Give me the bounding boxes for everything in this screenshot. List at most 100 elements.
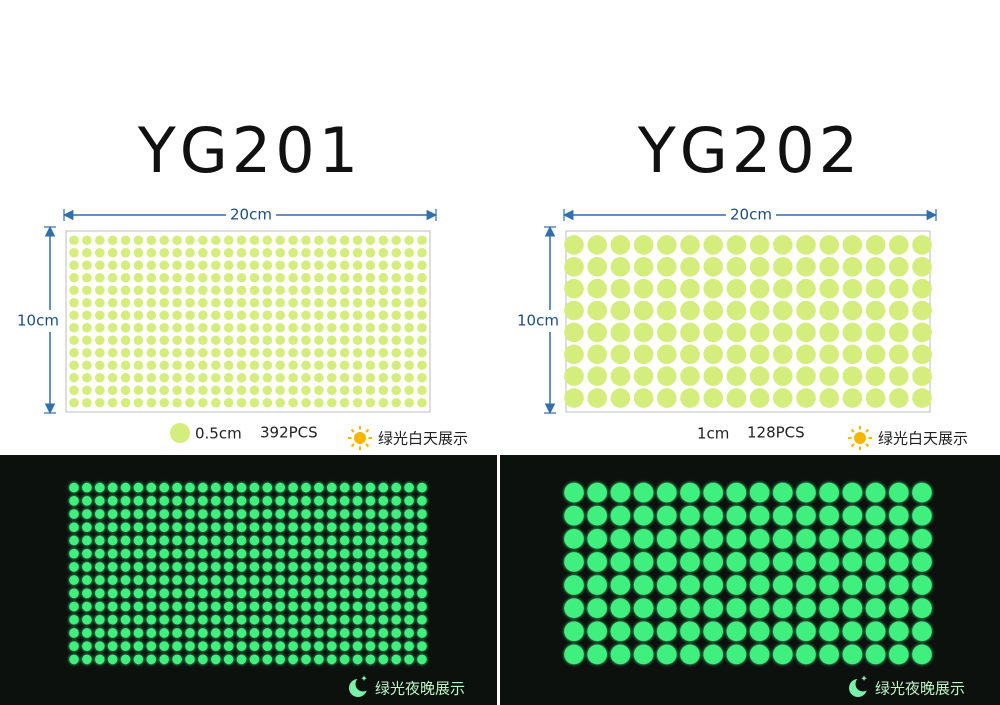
day-dot: [378, 372, 389, 383]
night-dot: [587, 482, 607, 503]
night-dot: [133, 614, 144, 625]
day-dot: [352, 385, 363, 396]
day-dot: [365, 385, 376, 396]
day-dot: [262, 272, 273, 283]
night-dot: [69, 548, 79, 559]
day-dot: [865, 235, 886, 255]
night-dot: [564, 529, 584, 549]
night-dot: [133, 482, 144, 493]
sun-ray: [850, 428, 855, 433]
night-dot: [796, 552, 816, 572]
day-dot: [275, 297, 286, 308]
day-dot: [172, 385, 182, 396]
day-dot: [680, 235, 700, 255]
night-dot: [391, 654, 402, 665]
night-dot: [378, 601, 389, 612]
day-dot: [301, 285, 311, 296]
night-dot: [657, 529, 677, 549]
day-dot: [262, 372, 273, 383]
night-dot: [198, 562, 208, 572]
night-dot: [275, 614, 286, 625]
day-dot: [146, 347, 157, 358]
sun-icon: [848, 426, 872, 450]
day-dot: [326, 397, 337, 408]
day-dot: [275, 235, 286, 246]
day-dot: [172, 297, 182, 308]
night-dot: [288, 548, 298, 559]
night-dot: [159, 482, 170, 493]
night-dot: [587, 552, 607, 572]
night-dot: [773, 529, 793, 549]
day-dot: [94, 360, 105, 371]
day-dot: [326, 322, 337, 333]
night-dot: [223, 496, 234, 506]
day-dot: [288, 385, 298, 396]
night-dot: [680, 621, 700, 642]
day-dot: [107, 372, 118, 383]
night-dot: [236, 575, 247, 585]
day-dot: [703, 257, 723, 277]
day-dot: [912, 388, 932, 408]
night-dot: [703, 598, 723, 618]
day-dot: [326, 297, 337, 308]
night-dot: [107, 588, 118, 599]
day-dot: [657, 388, 677, 408]
day-dot: [94, 322, 105, 333]
night-dot: [339, 562, 350, 572]
day-dot: [378, 322, 389, 333]
night-dot: [262, 575, 273, 585]
day-dot: [185, 285, 195, 296]
night-dot: [210, 548, 221, 559]
night-dot: [275, 588, 286, 599]
day-dot: [912, 300, 932, 321]
day-dot: [352, 335, 363, 346]
night-dot: [133, 641, 144, 651]
day-dot: [159, 310, 170, 321]
night-dot: [94, 522, 105, 533]
night-dot: [120, 548, 131, 559]
night-dot: [404, 548, 414, 559]
day-dot: [94, 247, 105, 258]
night-dot: [210, 641, 221, 651]
night-dot: [365, 614, 376, 625]
day-dot: [749, 322, 770, 343]
day-dot: [865, 366, 886, 386]
night-dot: [657, 575, 677, 595]
night-dot: [365, 509, 376, 519]
day-dot: [680, 366, 700, 386]
day-dot: [773, 322, 793, 343]
day-dot: [773, 235, 793, 255]
night-dot: [262, 588, 273, 599]
night-dot: [417, 614, 427, 625]
night-dot: [288, 601, 298, 612]
day-dot: [365, 335, 376, 346]
day-dot: [249, 360, 260, 371]
day-dot: [391, 397, 402, 408]
night-dot: [198, 601, 208, 612]
day-dot: [314, 235, 324, 246]
night-dot: [275, 509, 286, 519]
day-dot: [391, 372, 402, 383]
night-dot: [819, 505, 839, 526]
night-dot: [889, 598, 909, 618]
day-dot: [185, 360, 195, 371]
day-dot: [159, 372, 170, 383]
day-dot: [172, 310, 182, 321]
day-dot: [133, 397, 144, 408]
night-dot: [391, 588, 402, 599]
night-dot: [82, 496, 92, 506]
day-dot: [773, 344, 793, 365]
day-dot: [352, 272, 363, 283]
day-dot: [223, 360, 234, 371]
night-dot: [796, 529, 816, 549]
night-dot: [314, 562, 324, 572]
night-dot: [352, 575, 363, 585]
day-dot: [749, 300, 770, 321]
day-dot: [749, 278, 770, 299]
night-dot: [249, 482, 260, 493]
night-dot: [326, 535, 337, 546]
night-dot: [198, 548, 208, 559]
night-dot: [69, 588, 79, 599]
day-dot: [339, 310, 350, 321]
night-dot: [796, 621, 816, 642]
